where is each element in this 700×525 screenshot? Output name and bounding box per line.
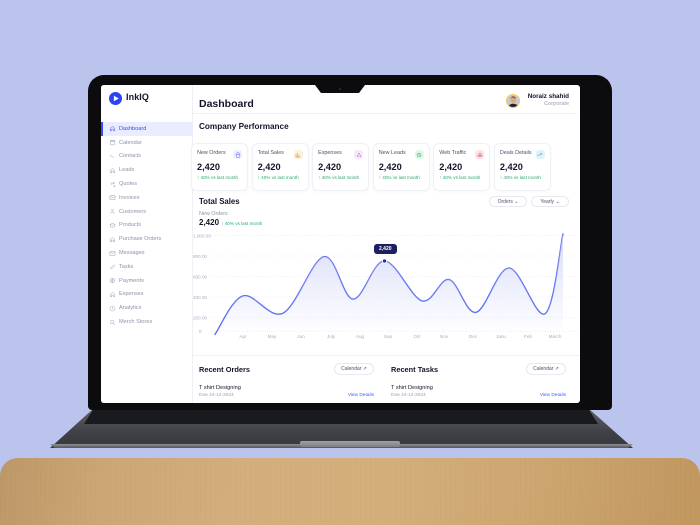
svg-text:200.00: 200.00 (193, 316, 207, 321)
svg-text:0: 0 (199, 329, 202, 334)
svg-text:July: July (327, 334, 336, 339)
svg-text:Nov: Nov (440, 334, 449, 339)
svg-text:800.00: 800.00 (193, 254, 207, 259)
svg-text:400.00: 400.00 (193, 295, 207, 300)
svg-text:Oct: Oct (413, 334, 421, 339)
svg-text:Aug: Aug (356, 334, 365, 339)
svg-text:Jun: Jun (297, 334, 305, 339)
svg-text:March: March (549, 334, 562, 339)
svg-text:Apr: Apr (239, 334, 247, 339)
svg-text:Feb: Feb (524, 334, 532, 339)
svg-text:Dec: Dec (469, 334, 478, 339)
svg-text:Sep: Sep (384, 334, 393, 339)
svg-text:600.00: 600.00 (193, 275, 207, 280)
svg-text:1,000.00: 1,000.00 (193, 234, 211, 239)
svg-text:May: May (268, 334, 277, 339)
svg-text:Janu: Janu (496, 334, 506, 339)
